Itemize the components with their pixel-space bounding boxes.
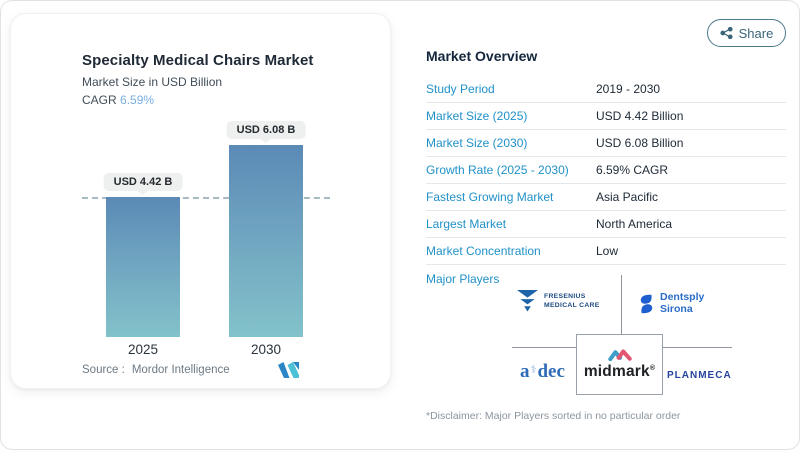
dentsply-wordmark: Dentsply Sirona: [660, 291, 705, 315]
cagr-label: CAGR: [82, 93, 117, 107]
table-row: Growth Rate (2025 - 2030) 6.59% CAGR: [426, 157, 786, 184]
table-row: Market Concentration Low: [426, 238, 786, 265]
table-row: Largest Market North America: [426, 211, 786, 238]
table-row: Study Period 2019 - 2030: [426, 76, 786, 103]
dentsply-icon: [638, 293, 655, 315]
fresenius-wordmark: FRESENIUS MEDICAL CARE: [544, 292, 600, 309]
players-vertical-divider: [621, 275, 622, 335]
overview-heading: Market Overview: [426, 48, 538, 64]
chart-subtitle: Market Size in USD Billion: [82, 75, 223, 89]
bar-value-label: USD 4.42 B: [103, 173, 183, 191]
cagr-value: 6.59%: [120, 93, 155, 107]
fresenius-icon: [517, 290, 538, 313]
share-button[interactable]: Share: [707, 19, 786, 47]
overview-table: Study Period 2019 - 2030 Market Size (2025…: [426, 76, 786, 265]
share-icon: [720, 26, 733, 40]
bar-2025: [106, 197, 180, 337]
source-label: Source :: [82, 364, 125, 376]
logo-a-dec: a⚕dec: [520, 361, 565, 382]
bar-2030: [229, 145, 303, 337]
bar-value-label: USD 6.08 B: [226, 121, 306, 139]
chart-card: Specialty Medical Chairs Market Market S…: [10, 13, 391, 389]
row-label: Largest Market: [426, 217, 507, 231]
row-label: Market Size (2030): [426, 136, 528, 150]
table-row: Fastest Growing Market Asia Pacific: [426, 184, 786, 211]
logo-dentsply-sirona: Dentsply Sirona: [638, 291, 705, 315]
midmark-icon: [607, 348, 632, 361]
chart-title: Specialty Medical Chairs Market: [82, 52, 314, 69]
chart-cagr: CAGR 6.59%: [82, 93, 154, 107]
source-name: Mordor Intelligence: [131, 364, 230, 376]
logo-midmark: midmark®: [576, 334, 663, 395]
row-value: Asia Pacific: [596, 190, 659, 204]
adec-caduceus-icon: ⚕: [530, 363, 537, 376]
row-value: USD 6.08 Billion: [596, 136, 684, 150]
midmark-wordmark: midmark®: [583, 362, 656, 380]
row-label: Fastest Growing Market: [426, 190, 554, 204]
major-players-label: Major Players: [426, 272, 500, 286]
players-disclaimer: *Disclaimer: Major Players sorted in no …: [426, 410, 681, 422]
row-value: 2019 - 2030: [596, 82, 661, 96]
table-row: Market Size (2025) USD 4.42 Billion: [426, 103, 786, 130]
row-value: 6.59% CAGR: [596, 163, 669, 177]
logo-planmeca: PLANMECA: [667, 370, 732, 381]
logo-fresenius-medical-care: FRESENIUS MEDICAL CARE: [517, 290, 600, 313]
table-row: Market Size (2030) USD 6.08 Billion: [426, 130, 786, 157]
row-value: North America: [596, 217, 673, 231]
share-button-label: Share: [738, 25, 774, 41]
x-axis-label: 2025: [127, 342, 159, 357]
row-label: Market Concentration: [426, 244, 541, 258]
source-attribution: Source : Mordor Intelligence: [82, 364, 230, 376]
row-label: Study Period: [426, 82, 495, 96]
dashed-baseline: [82, 197, 330, 199]
row-label: Market Size (2025): [426, 109, 528, 123]
x-axis-label: 2030: [250, 342, 282, 357]
row-label: Growth Rate (2025 - 2030): [426, 163, 569, 177]
row-value: Low: [596, 244, 619, 258]
row-value: USD 4.42 Billion: [596, 109, 684, 123]
mordor-intelligence-logo-icon: [278, 362, 299, 383]
